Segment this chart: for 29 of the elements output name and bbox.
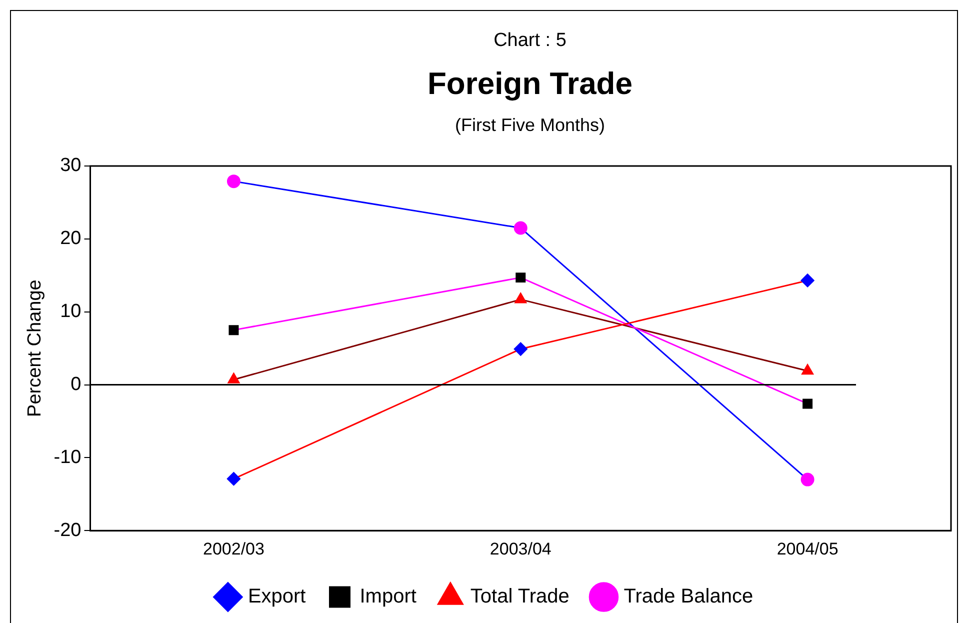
point [802, 364, 814, 375]
y-tick-label: 10 [60, 301, 82, 322]
y-tick-label: -10 [54, 446, 82, 468]
point [514, 292, 527, 304]
y-axis-title: Percent Change [24, 280, 46, 417]
point [800, 274, 814, 288]
point [514, 221, 528, 235]
y-tick-label: 0 [70, 374, 82, 395]
point [228, 325, 239, 336]
y-tick-label: -20 [54, 520, 82, 541]
point [802, 398, 813, 409]
point [228, 372, 240, 384]
point [516, 272, 526, 283]
text: Chart : 5 [492, 30, 568, 52]
x-tick-label: 2003/04 [490, 539, 552, 558]
y-tick-label: 30 [60, 155, 82, 176]
point [226, 174, 240, 188]
chart-title: Foreign Trade [426, 66, 634, 102]
legend-label: Import [360, 586, 417, 608]
x-tick-label: 2004/05 [776, 539, 838, 558]
legend-label: Export [248, 586, 306, 608]
point [800, 472, 814, 486]
legend-label: Trade Balance [624, 586, 754, 608]
point [226, 472, 240, 486]
legend-label: Total Trade [470, 586, 570, 608]
y-tick-label: 20 [60, 228, 82, 250]
x-tick-label: 2002/03 [202, 539, 264, 558]
chart-subtitle: (First Five Months) [454, 115, 606, 136]
point [514, 342, 528, 356]
